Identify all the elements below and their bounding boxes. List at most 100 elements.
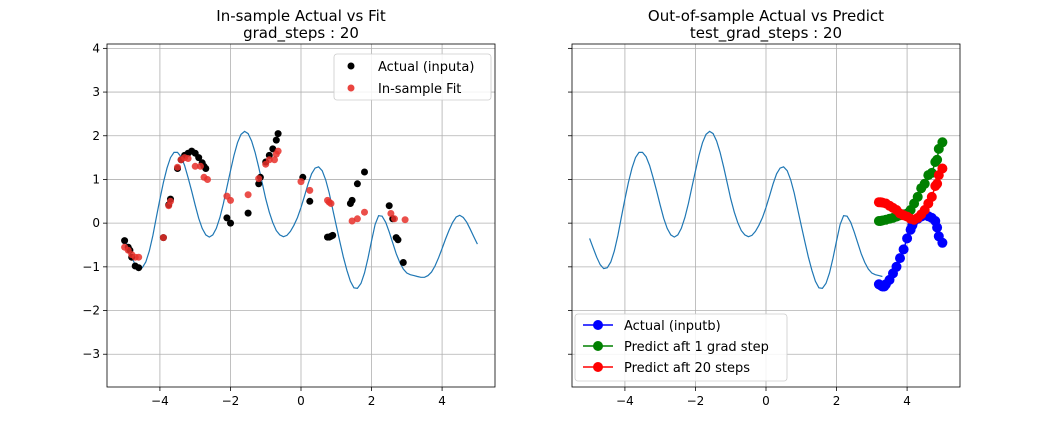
data-point-actual-inputa [195, 154, 203, 162]
left-true-function-line [124, 130, 478, 289]
left-plot-title: In-sample Actual vs Fit [216, 7, 386, 25]
legend-label-in-sample-fit: In-sample Fit [378, 82, 461, 97]
right-legend-box [574, 313, 788, 382]
left-data-marks [121, 130, 409, 272]
left-plot-panel: In-sample Actual vs Fit grad_steps : 20 … [82, 7, 496, 408]
right-plot-panel: Out-of-sample Actual vs Predict test_gra… [568, 7, 961, 408]
data-point-in-sample-fit [271, 156, 278, 164]
left-xtick-label: 4 [438, 394, 446, 408]
right-data-marks [873, 137, 948, 292]
data-point-in-sample-fit [361, 208, 368, 216]
data-point-actual-inputb [898, 244, 909, 255]
data-point-in-sample-fit [387, 210, 395, 217]
data-point-predict-aft-1-grad-step [912, 191, 923, 202]
left-ticks: −4 −2 0 2 4 −3 −2 −1 0 1 2 3 4 [82, 41, 446, 408]
data-point-predict-aft-1-grad-step [937, 137, 948, 148]
left-plot-subtitle: grad_steps : 20 [243, 24, 359, 43]
left-ytick-label: −2 [82, 304, 100, 318]
left-xtick-label: −2 [222, 394, 240, 408]
right-plot-subtitle: test_grad_steps : 20 [690, 24, 842, 43]
data-point-actual-inputa [399, 259, 407, 266]
data-point-actual-inputa [269, 145, 277, 153]
data-point-predict-aft-1-grad-step [932, 154, 943, 165]
data-point-actual-inputb [891, 261, 902, 272]
left-true-curve [124, 130, 478, 289]
data-point-actual-inputa [353, 180, 361, 188]
data-point-in-sample-fit [306, 186, 314, 194]
right-plot-title: Out-of-sample Actual vs Predict [648, 7, 884, 25]
right-xtick-label: −2 [687, 394, 705, 408]
data-point-actual-inputa [394, 236, 402, 244]
data-point-in-sample-fit [297, 178, 305, 186]
data-point-actual-inputa [361, 168, 368, 176]
data-point-predict-aft-20-steps [926, 191, 937, 202]
data-point-actual-inputa [223, 214, 231, 222]
right-true-function-line [589, 130, 883, 289]
data-point-actual-inputa [202, 165, 210, 172]
data-point-actual-inputa [329, 231, 337, 239]
legend-label-predict-20-steps: Predict aft 20 steps [624, 361, 750, 376]
data-point-actual-inputa [135, 264, 143, 272]
left-xtick-label: −4 [151, 394, 169, 408]
data-point-actual-inputb [932, 222, 943, 233]
right-xtick-label: 2 [833, 394, 841, 408]
data-point-in-sample-fit [353, 215, 361, 223]
data-point-actual-inputa [272, 136, 280, 144]
data-point-actual-inputa [255, 180, 263, 188]
right-xtick-label: −4 [616, 394, 634, 408]
data-point-in-sample-fit [401, 216, 409, 224]
data-point-in-sample-fit [191, 162, 199, 170]
right-xtick-label: 0 [762, 394, 770, 408]
data-point-in-sample-fit [135, 253, 143, 261]
data-point-in-sample-fit [348, 217, 356, 225]
data-point-in-sample-fit [167, 197, 174, 205]
legend-marker-predict-1-step [593, 341, 603, 351]
data-point-in-sample-fit [204, 176, 211, 183]
data-point-actual-inputa [385, 202, 393, 210]
data-point-actual-inputa [121, 237, 129, 245]
data-point-actual-inputa [227, 219, 234, 227]
left-ytick-label: 0 [92, 216, 100, 230]
data-point-in-sample-fit [174, 163, 181, 171]
left-legend-box [333, 53, 492, 101]
legend-marker-in-sample-fit [347, 84, 355, 92]
data-point-in-sample-fit [197, 162, 204, 170]
legend-marker-actual-inputb [593, 320, 603, 330]
left-legend: Actual (inputa) In-sample Fit [333, 53, 492, 101]
left-ytick-label: 1 [92, 172, 100, 186]
legend-label-actual-inputa: Actual (inputa) [378, 60, 474, 75]
left-xtick-label: 2 [368, 394, 376, 408]
legend-marker-predict-20-steps [593, 362, 603, 372]
right-true-curve [589, 130, 883, 289]
data-point-in-sample-fit [265, 156, 273, 164]
data-point-predict-aft-1-grad-step [919, 178, 930, 189]
right-ticks: −4 −2 0 2 4 [568, 47, 911, 408]
data-point-in-sample-fit [244, 191, 252, 199]
data-point-actual-inputa [244, 209, 252, 217]
left-xtick-label: 0 [297, 394, 305, 408]
data-point-in-sample-fit [184, 155, 192, 162]
data-point-in-sample-fit [327, 200, 335, 207]
data-point-actual-inputb [937, 237, 948, 248]
data-point-in-sample-fit [391, 215, 398, 223]
data-point-actual-inputa [274, 130, 282, 138]
data-point-predict-aft-20-steps [932, 178, 943, 189]
left-ytick-label: 3 [92, 85, 100, 99]
data-point-in-sample-fit [255, 175, 263, 183]
data-point-actual-inputb [895, 253, 905, 264]
right-legend: Actual (inputb) Predict aft 1 grad step … [574, 313, 788, 382]
left-ytick-label: 2 [92, 129, 100, 143]
left-ytick-label: 4 [92, 41, 100, 55]
data-point-actual-inputa [306, 197, 314, 205]
legend-marker-actual-inputa [347, 62, 355, 70]
data-point-predict-aft-20-steps [937, 163, 948, 174]
data-point-in-sample-fit [274, 147, 282, 155]
data-point-in-sample-fit [159, 234, 167, 242]
right-xtick-label: 4 [903, 394, 911, 408]
legend-label-predict-1-step: Predict aft 1 grad step [624, 340, 769, 355]
left-ytick-label: −1 [82, 260, 100, 274]
data-point-in-sample-fit [227, 196, 234, 204]
legend-label-actual-inputb: Actual (inputb) [624, 319, 721, 334]
